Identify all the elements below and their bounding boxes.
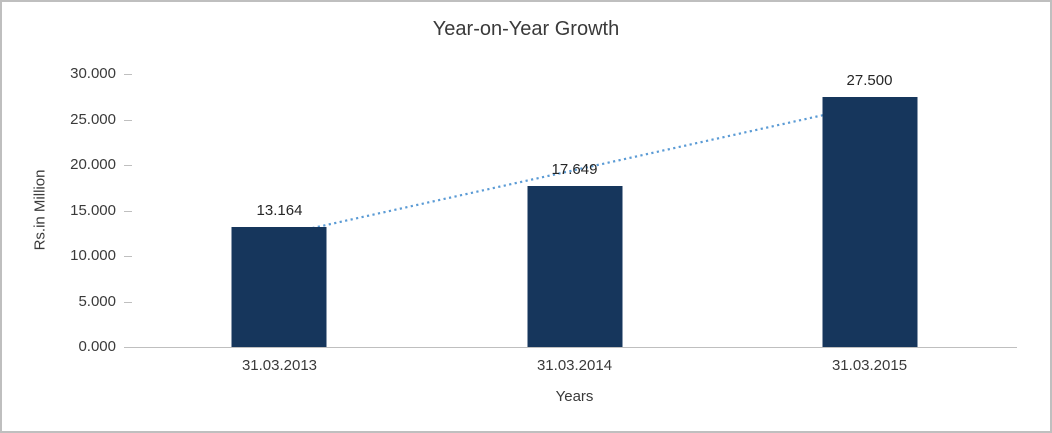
y-axis-tick-label: 30.000	[70, 65, 116, 82]
x-axis-tick-label: 31.03.2015	[831, 357, 908, 374]
plot-area: 13.164 17.649 27.500	[132, 71, 1017, 348]
y-axis-tick-mark	[124, 165, 132, 166]
bar-value-label: 17.649	[551, 161, 598, 179]
y-axis-tick-label: 0.000	[78, 338, 116, 355]
y-axis-tick-label: 10.000	[70, 247, 116, 264]
y-axis-tick-mark	[124, 119, 132, 121]
bar-value-label: 27.500	[846, 71, 893, 89]
x-axis-tick-label: 31.03.2013	[241, 357, 318, 374]
y-axis-tick-mark	[124, 210, 132, 212]
x-axis-title: Years	[555, 388, 594, 405]
bar-31.03.2013	[231, 227, 327, 347]
y-axis-tick-mark	[124, 301, 132, 303]
y-axis-tick-mark	[124, 74, 132, 75]
bar-value-label: 13.164	[256, 202, 303, 220]
x-axis: 31.03.2013 31.03.2014 31.03.2015	[132, 357, 1017, 377]
bar-31.03.2014	[527, 186, 622, 347]
bar-31.03.2015	[822, 96, 917, 347]
y-axis-tick-label: 15.000	[70, 201, 116, 219]
y-axis-tick-label: 20.000	[70, 156, 116, 173]
y-axis-tick-mark	[124, 256, 132, 257]
chart-title: Year-on-Year Growth	[432, 18, 620, 40]
y-axis-tick-label: 25.000	[70, 110, 116, 128]
y-axis-tick-marks	[124, 74, 132, 348]
y-axis-tick-mark	[124, 347, 132, 348]
y-axis: 0.000 5.000 10.000 15.000 20.000 25.000 30.000	[2, 65, 116, 355]
y-axis-tick-label: 5.000	[78, 292, 116, 310]
x-axis-tick-label: 31.03.2014	[536, 357, 613, 374]
